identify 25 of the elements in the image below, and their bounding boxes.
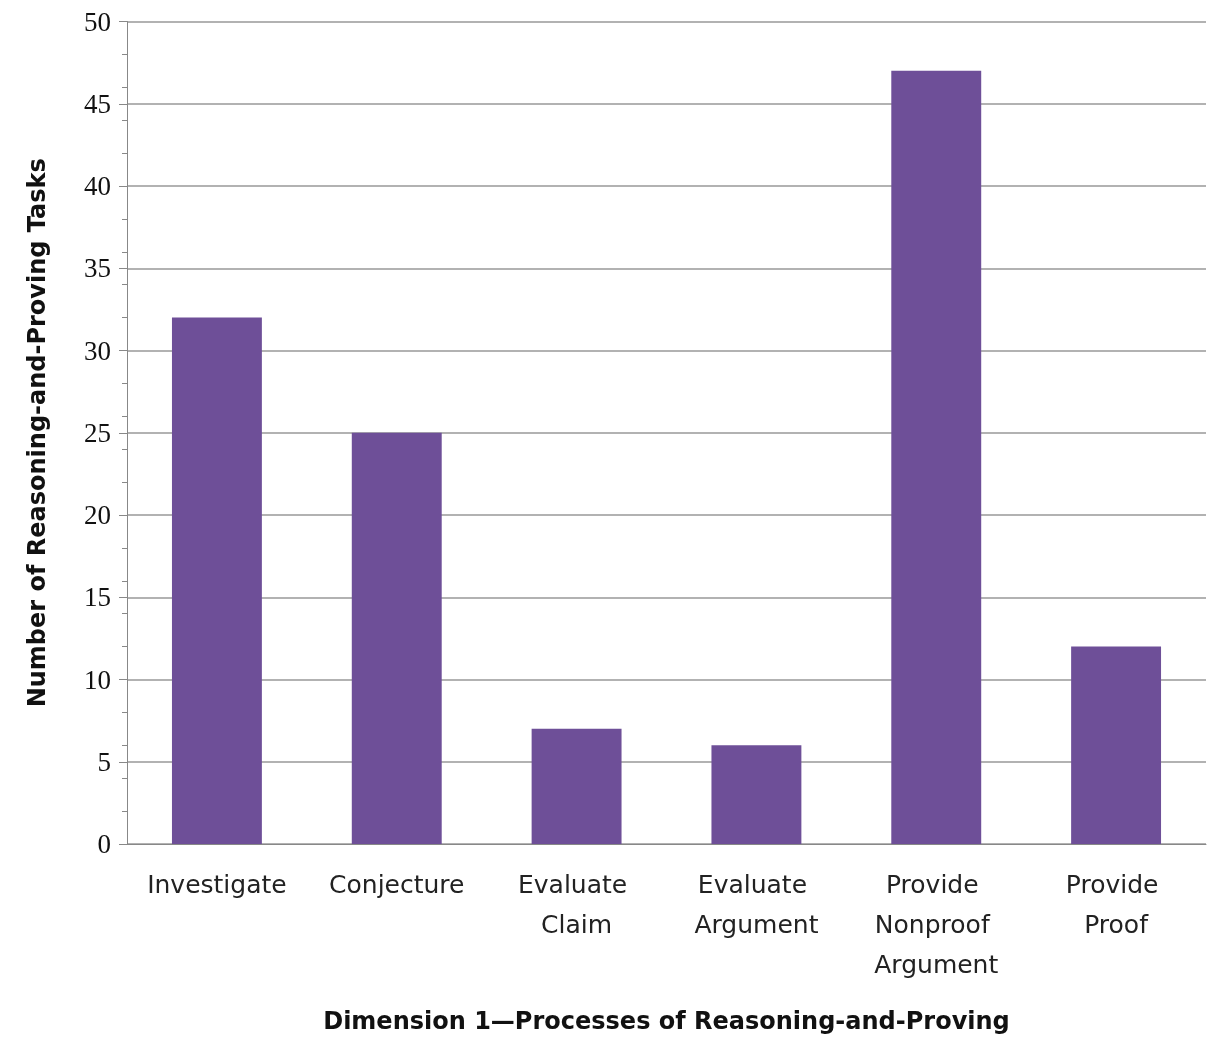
bar	[711, 745, 802, 844]
y-tick-label: 25	[84, 417, 111, 448]
y-tick-label: 30	[84, 335, 111, 366]
x-tick-label: Provide Proof	[1065, 869, 1167, 939]
x-tick-label: Evaluate Claim	[518, 869, 636, 939]
y-tick-label: 35	[84, 253, 111, 284]
bar	[891, 70, 982, 844]
bar	[171, 317, 262, 844]
bar	[351, 432, 442, 844]
y-tick-label: 0	[97, 829, 111, 859]
y-tick-label: 50	[84, 6, 111, 37]
y-tick-label: 40	[84, 171, 111, 201]
x-axis-title: Dimension 1—Processes of Reasoning-and-Proving	[323, 1007, 1010, 1035]
x-tick-label: Conjecture	[329, 869, 465, 899]
y-tick-label: 20	[84, 500, 111, 530]
bar	[1071, 646, 1162, 844]
bar	[531, 728, 622, 844]
y-tick-label: 45	[84, 88, 111, 119]
y-axis-title: Number of Reasoning-and-Proving Tasks	[23, 158, 51, 708]
y-tick-label: 5	[97, 746, 111, 777]
x-tick-label: Evaluate Argument	[694, 869, 819, 939]
y-tick-label: 10	[84, 664, 111, 695]
x-tick-label: Provide Nonproof Argument	[874, 869, 999, 979]
x-tick-label: Investigate	[147, 869, 287, 899]
y-tick-label: 15	[84, 582, 111, 613]
